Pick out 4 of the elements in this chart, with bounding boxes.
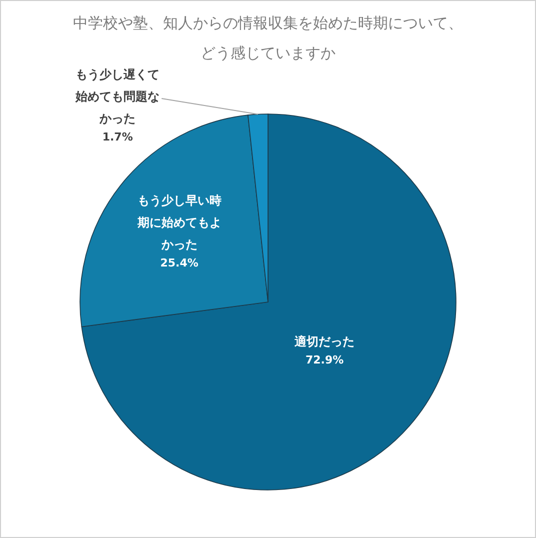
chart-title: 中学校や塾、知人からの情報収集を始めた時期について、どう感じていますか <box>73 14 463 62</box>
data-label: 1.7% <box>102 130 133 144</box>
slice-label: もう少し遅くて始めても問題なかった <box>74 67 160 126</box>
pie-slice <box>81 114 456 490</box>
